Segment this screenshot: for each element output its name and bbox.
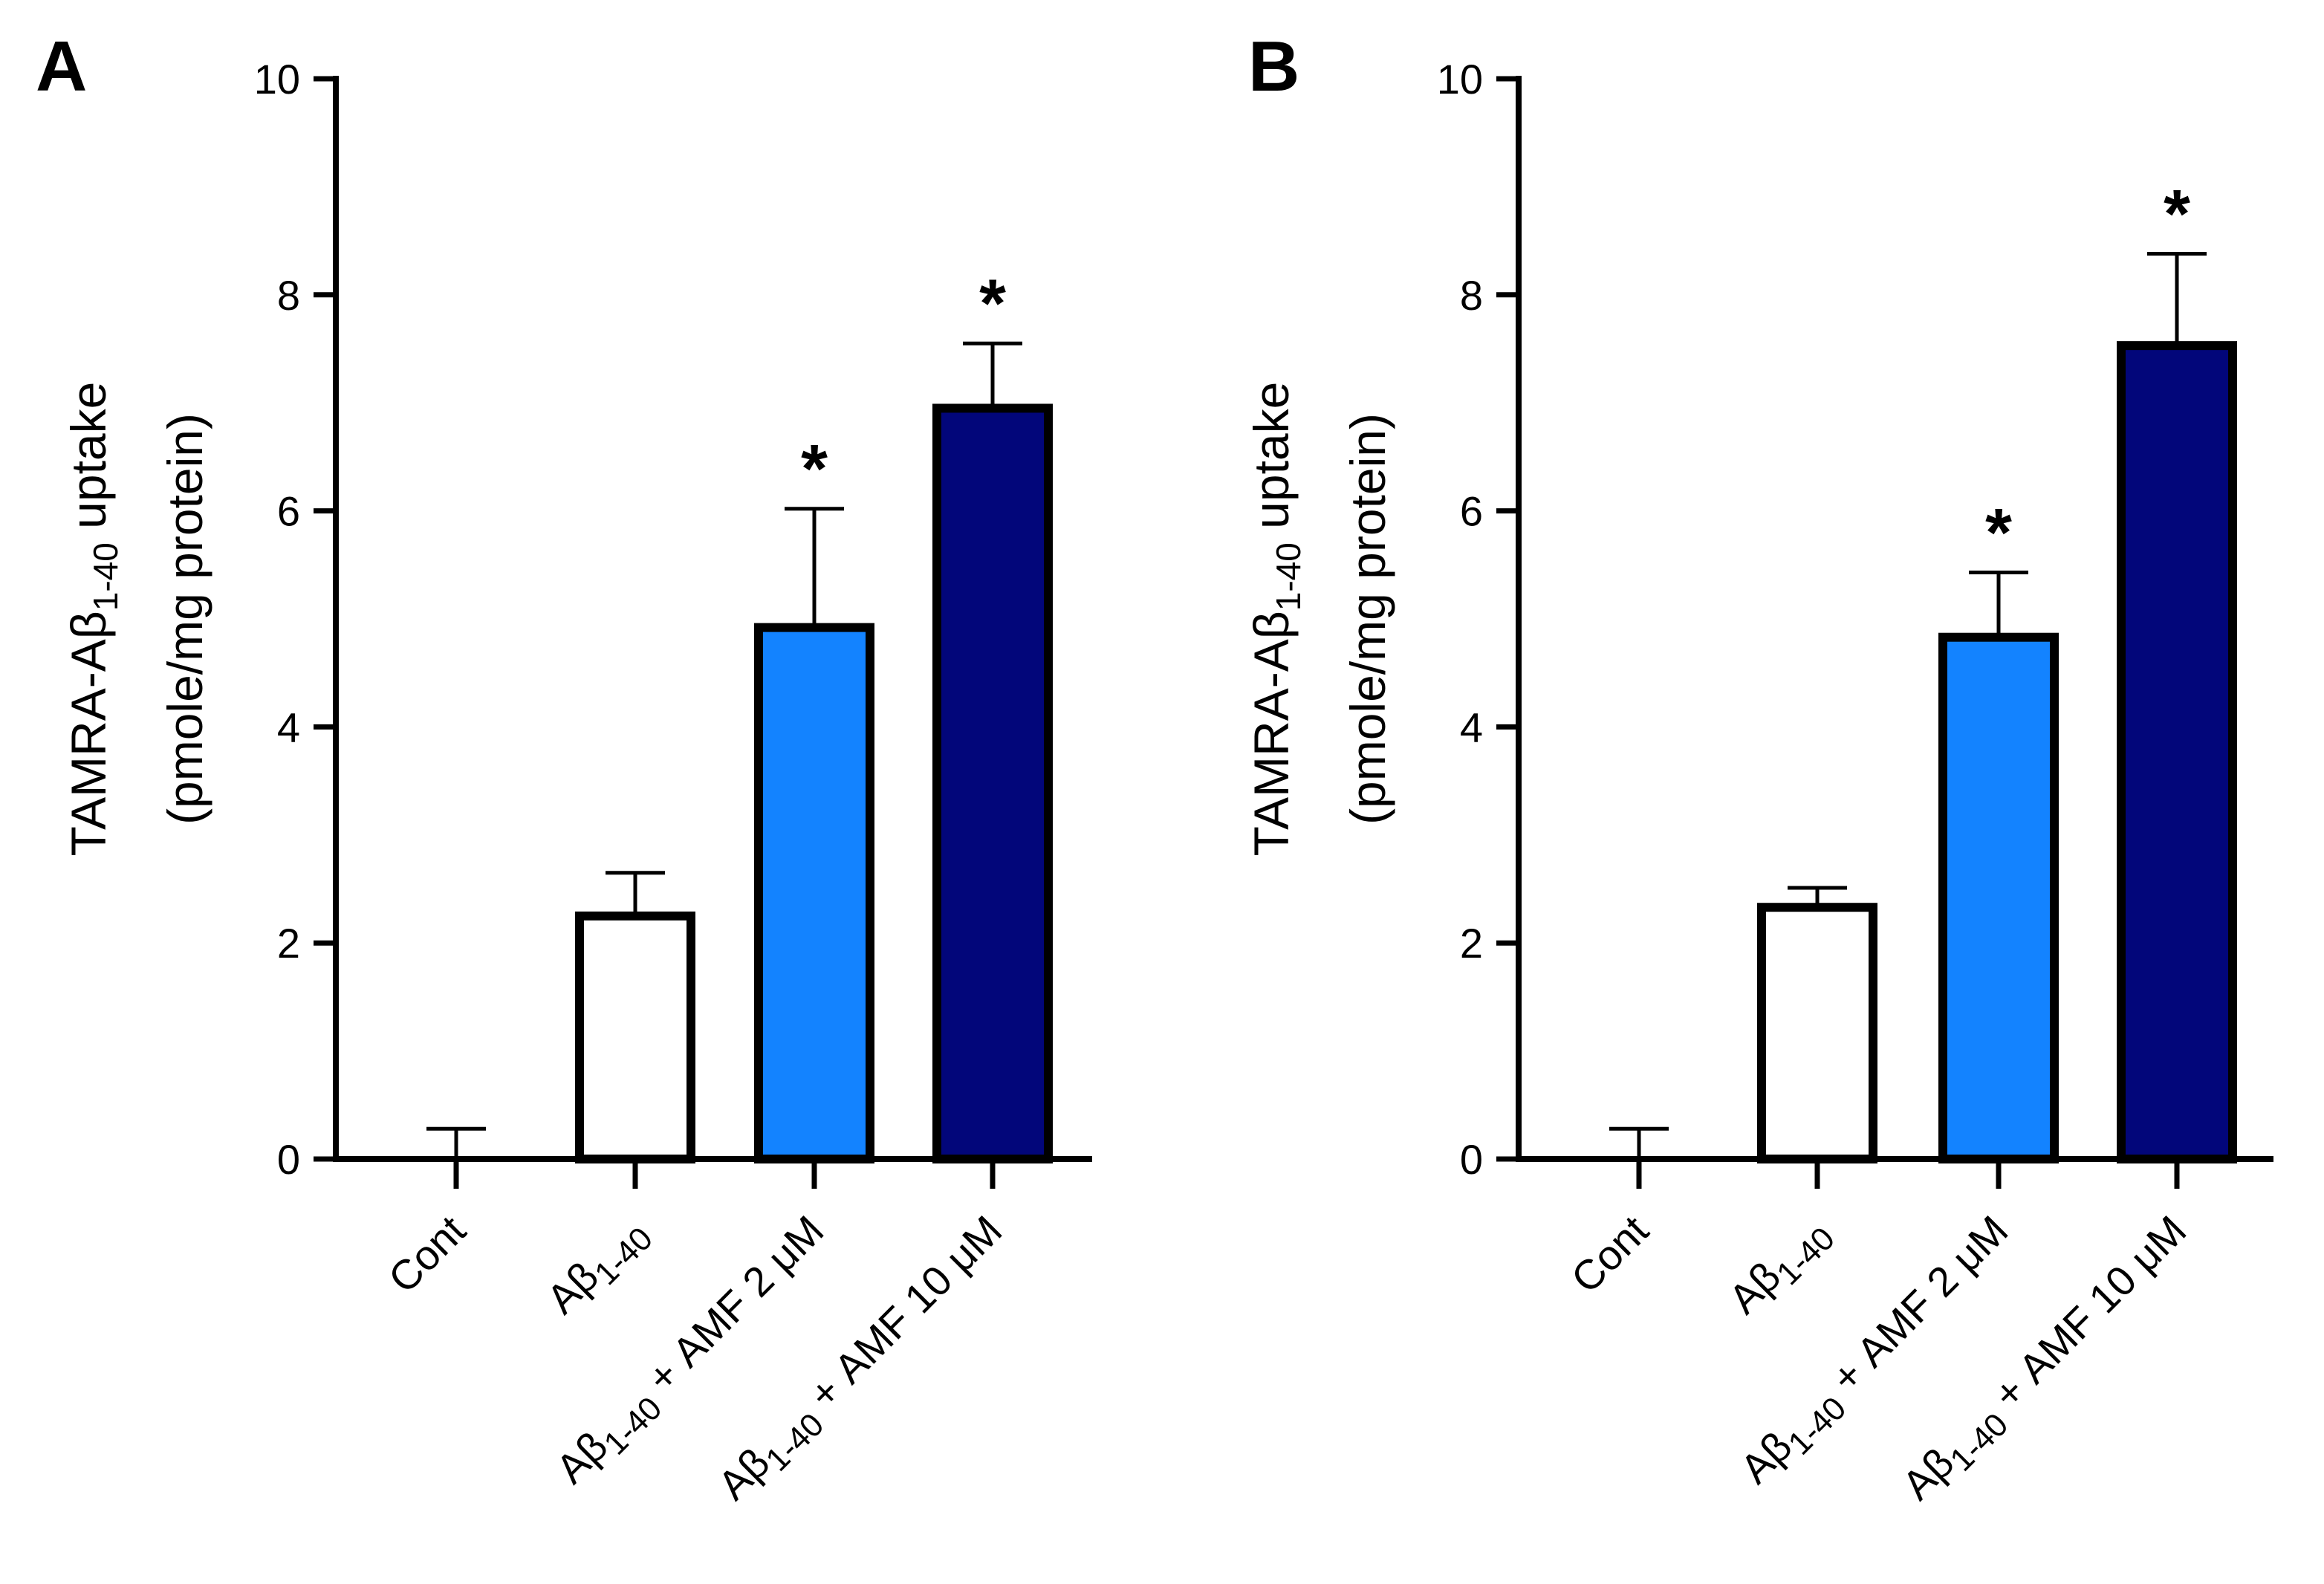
y-axis-title-line1: TAMRA-Aβ1-40 uptake (1244, 382, 1308, 857)
y-tick-label: 0 (277, 1136, 300, 1183)
y-tick-label: 8 (277, 272, 300, 319)
y-axis-title-rest: uptake (1244, 382, 1299, 543)
y-tick-label: 2 (277, 920, 300, 967)
bar (932, 403, 1053, 1163)
panel-letter: A (36, 27, 87, 106)
y-tick-label: 10 (1437, 56, 1483, 103)
y-axis-title-main: TAMRA-Aβ (1244, 611, 1299, 856)
significance-marker: * (979, 266, 1006, 342)
y-tick-label: 0 (1460, 1136, 1483, 1183)
x-category-label: Aβ1-40 (537, 1207, 660, 1329)
y-axis-title-subscript: 1-40 (1269, 542, 1308, 611)
x-category-label-main: Cont (379, 1207, 475, 1302)
y-tick-label: 4 (1460, 704, 1483, 750)
x-category-label: Cont (1562, 1207, 1658, 1302)
chart-panel-a: A TAMRA-Aβ1-40 uptake (pmole/mg protein) 0 2… (36, 27, 1092, 1509)
panel-letter: B (1248, 27, 1299, 106)
significance-marker: * (801, 432, 828, 507)
y-tick-label: 6 (277, 488, 300, 535)
bar (754, 623, 874, 1163)
y-tick-label: 10 (254, 56, 300, 103)
x-category-label: Cont (379, 1207, 475, 1302)
y-axis-title-main: TAMRA-Aβ (61, 611, 116, 856)
y-axis-title-line2: (pmole/mg protein) (1340, 413, 1395, 825)
bar (1938, 632, 2059, 1163)
bar (575, 911, 695, 1163)
x-category-label-main: Cont (1562, 1207, 1658, 1302)
y-axis-title-subscript: 1-40 (86, 542, 125, 611)
x-category-label-rest: + AMF 2 μM (629, 1207, 832, 1409)
x-category-label-rest: + AMF 2 μM (1814, 1207, 2016, 1409)
y-tick-label: 4 (277, 704, 300, 750)
y-tick-label: 2 (1460, 920, 1483, 967)
y-axis-title-line1: TAMRA-Aβ1-40 uptake (61, 382, 125, 857)
bar (2117, 341, 2237, 1164)
y-tick-label: 8 (1460, 272, 1483, 319)
significance-marker: * (2164, 177, 2190, 253)
y-axis-title-rest: uptake (61, 382, 116, 543)
bar (1757, 903, 1877, 1164)
chart-panel-b: B TAMRA-Aβ1-40 uptake (pmole/mg protein) 0 2… (1244, 27, 2273, 1509)
significance-marker: * (1985, 495, 2012, 571)
y-tick-label: 6 (1460, 488, 1483, 535)
x-category-label: Aβ1-40 (1719, 1207, 1842, 1329)
y-axis-title-line2: (pmole/mg protein) (158, 413, 212, 825)
